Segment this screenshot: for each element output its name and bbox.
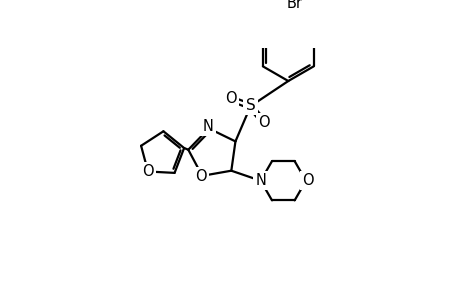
Text: O: O (257, 116, 269, 130)
Text: S: S (245, 98, 255, 113)
Text: O: O (194, 169, 206, 184)
Text: Br: Br (286, 0, 302, 11)
Text: O: O (225, 91, 236, 106)
Text: N: N (202, 119, 213, 134)
Text: O: O (301, 173, 313, 188)
Text: N: N (255, 173, 266, 188)
Text: O: O (142, 164, 153, 179)
